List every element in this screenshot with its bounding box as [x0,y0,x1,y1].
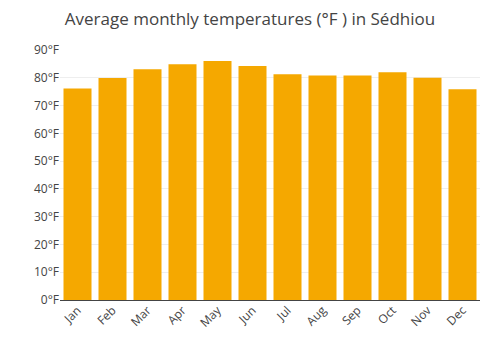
svg-text:70°F: 70°F [34,97,59,114]
svg-text:80°F: 80°F [34,69,59,86]
svg-text:40°F: 40°F [34,180,59,197]
svg-text:Apr: Apr [164,302,190,328]
svg-text:90°F: 90°F [34,41,59,58]
svg-text:Nov: Nov [407,302,435,330]
svg-text:May: May [196,301,225,330]
svg-text:Jun: Jun [234,302,259,327]
svg-text:10°F: 10°F [34,263,59,280]
svg-text:Oct: Oct [374,302,400,328]
svg-text:Aug: Aug [302,302,330,330]
svg-text:Average monthly temperatures (: Average monthly temperatures (°F ) in Sé… [65,7,435,30]
svg-text:30°F: 30°F [34,208,59,225]
svg-text:Jan: Jan [60,302,85,327]
svg-text:50°F: 50°F [34,152,59,169]
svg-text:Mar: Mar [127,302,155,330]
svg-text:Dec: Dec [443,302,470,329]
svg-text:20°F: 20°F [34,236,59,253]
svg-text:0°F: 0°F [41,291,59,308]
svg-text:Sep: Sep [338,302,365,329]
svg-text:60°F: 60°F [34,125,59,142]
svg-text:Feb: Feb [93,302,119,328]
svg-text:Jul: Jul [272,302,294,324]
